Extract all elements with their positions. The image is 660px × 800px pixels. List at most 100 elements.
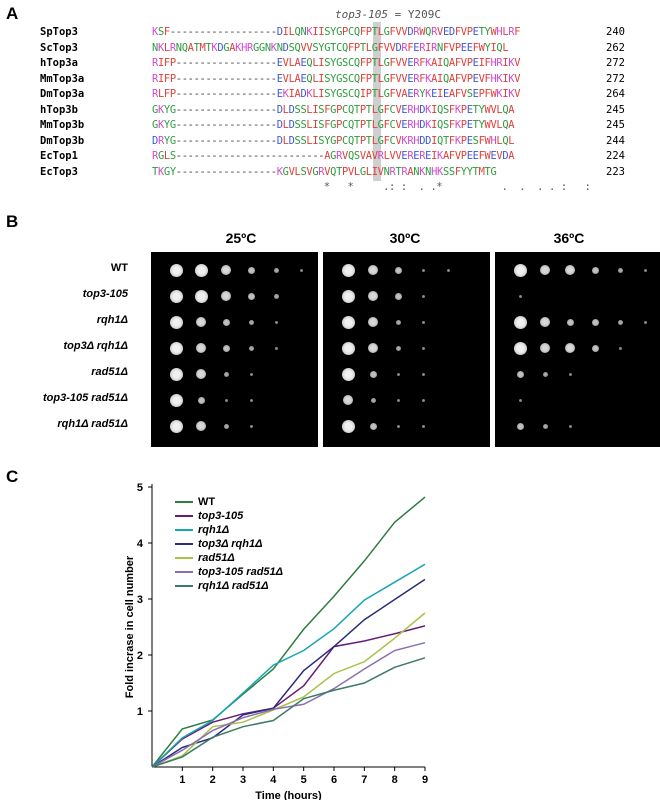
- colony-spot: [341, 367, 355, 381]
- colony-spot: [194, 289, 208, 303]
- colony-spot: [370, 397, 376, 403]
- colony-spot: [169, 393, 183, 407]
- consensus-line: * * .: : . .* . . . . : :: [152, 181, 591, 193]
- colony-spot: [169, 263, 183, 277]
- colony-spot: [273, 293, 279, 299]
- colony-spot: [446, 268, 450, 272]
- colony-spot: [421, 268, 425, 272]
- legend-swatch: [175, 585, 193, 587]
- colony-spot: [421, 372, 425, 376]
- colony-spot: [591, 344, 599, 352]
- alignment-row: EcTop1 RGLS-------------------------AGRVQ…: [0, 150, 660, 163]
- alignment-row: hTop3b GKYG-----------------DLDSSLISFGPCQ…: [0, 104, 660, 117]
- species-name: EcTop3: [40, 165, 78, 178]
- residue-number: 262: [606, 41, 625, 54]
- colony-spot: [566, 318, 574, 326]
- residue-number: 240: [606, 26, 625, 38]
- strain-label: rqh1Δ: [96, 314, 128, 326]
- legend-item: top3-105 rad51Δ: [175, 565, 283, 579]
- sequence: RIFP-----------------EVLAEQLISYGSCQFPTLG…: [152, 57, 521, 69]
- colony-spot: [341, 289, 355, 303]
- temp-label-36: 36ºC: [553, 230, 585, 246]
- plate-36: [495, 252, 660, 447]
- temp-label-25: 25ºC: [225, 230, 257, 246]
- x-tick-label: 2: [210, 774, 216, 786]
- temp-label-30: 30ºC: [389, 230, 421, 246]
- colony-spot: [368, 291, 378, 301]
- legend-item: top3-105: [175, 509, 283, 523]
- legend-label: top3-105: [198, 510, 244, 522]
- colony-spot: [618, 346, 622, 350]
- x-tick-label: 4: [270, 774, 277, 786]
- colony-spot: [341, 263, 355, 277]
- species-name: EcTop1: [40, 150, 78, 162]
- y-axis-label: Fold incrase in cell number: [124, 555, 136, 698]
- growth-chart: 1 2 3 4 5 6 7 8 9 1 2 3 4 5 Fold incrase in cell numb…: [124, 482, 428, 800]
- colony-spot: [343, 395, 353, 405]
- x-tick-label: 5: [301, 774, 307, 786]
- y-tick-label: 1: [137, 706, 143, 718]
- residue-number: 245: [606, 103, 625, 116]
- strain-label: rqh1Δ rad51Δ: [57, 418, 128, 430]
- colony-spot: [516, 422, 524, 430]
- legend-swatch: [175, 529, 193, 531]
- species-name: hTop3a: [40, 57, 78, 69]
- colony-spot: [568, 424, 572, 428]
- sequence: RGLS-------------------------AGRVQSVAVRL…: [152, 150, 515, 162]
- species-name: SpTop3: [40, 26, 78, 38]
- colony-spot: [169, 367, 183, 381]
- alignment-row: ScTop3 NKLRNQATMTKDGAKHRGGNKNDSQVVSYGTCQF…: [0, 42, 660, 55]
- colony-spot: [196, 369, 206, 379]
- legend-item: rad51Δ: [175, 551, 283, 565]
- panel-label-c: C: [6, 467, 19, 486]
- species-name: ScTop3: [40, 41, 78, 54]
- x-tick-label: 1: [179, 774, 185, 786]
- species-name: DmTop3a: [40, 88, 85, 100]
- colony-spot: [369, 422, 377, 430]
- colony-spot: [643, 320, 647, 324]
- colony-spot: [169, 341, 183, 355]
- colony-spot: [396, 398, 400, 402]
- sequence: GKYG-----------------DLDSSLISFGPCQTPTLGF…: [152, 103, 515, 116]
- colony-spot: [299, 268, 303, 272]
- colony-spot: [396, 424, 400, 428]
- strain-label: rad51Δ: [91, 366, 128, 378]
- alignment-row: DmTop3a RLFP-----------------EKIADKLISYGS…: [0, 88, 660, 101]
- panel-label-a: A: [6, 4, 19, 23]
- colony-spot: [394, 266, 402, 274]
- colony-spot: [542, 423, 548, 429]
- x-tick-label: 6: [331, 774, 337, 786]
- colony-spot: [516, 370, 524, 378]
- legend-item: rqh1Δ: [175, 523, 283, 537]
- series-line: [151, 641, 426, 768]
- residue-number: 245: [606, 119, 625, 131]
- colony-spot: [395, 319, 401, 325]
- colony-spot: [197, 396, 205, 404]
- colony-spot: [396, 372, 400, 376]
- legend-label: rad51Δ: [198, 552, 235, 564]
- colony-spot: [247, 266, 255, 274]
- colony-spot: [196, 343, 206, 353]
- colony-spot: [421, 398, 425, 402]
- legend-label: top3-105 rad51Δ: [198, 566, 284, 578]
- colony-spot: [196, 317, 206, 327]
- colony-spot: [169, 315, 183, 329]
- colony-spot: [643, 268, 647, 272]
- colony-spot: [513, 341, 527, 355]
- colony-spot: [540, 265, 550, 275]
- residue-number: 244: [606, 134, 625, 147]
- colony-spot: [369, 370, 377, 378]
- colony-spot: [169, 289, 183, 303]
- colony-spot: [421, 320, 425, 324]
- colony-spot: [196, 421, 206, 431]
- colony-spot: [421, 294, 425, 298]
- panel-a-alignment: A top3-105 = Y209C SpTop3 KSF------------…: [0, 0, 660, 205]
- colony-spot: [247, 292, 255, 300]
- colony-spot: [249, 398, 253, 402]
- highlight-column: [373, 22, 381, 181]
- panel-c-growth-chart: C 1 2 3 4 5 6 7 8 9 1 2 3 4 5 Fold incrase in cell nu…: [0, 465, 660, 800]
- strain-label: WT: [110, 262, 128, 274]
- legend-label: WT: [198, 496, 216, 508]
- colony-spot: [617, 319, 623, 325]
- legend-item: rqh1Δ rad51Δ: [175, 579, 283, 593]
